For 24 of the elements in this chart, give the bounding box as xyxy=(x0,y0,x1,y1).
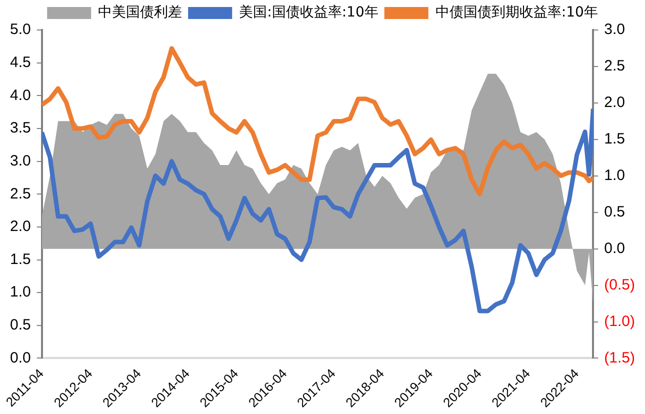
y2-tick-label: (1.5) xyxy=(604,349,636,366)
y2-tick-label: (1.0) xyxy=(604,312,636,330)
y2-tick-label: 0.0 xyxy=(604,240,626,257)
y2-tick-label: 2.5 xyxy=(604,58,626,75)
y2-tick-label: 0.5 xyxy=(604,203,626,220)
legend-label: 中债国债到期收益率:10年 xyxy=(435,4,598,21)
legend-label: 中美国债利差 xyxy=(98,4,182,21)
legend-label: 美国:国债收益率:10年 xyxy=(239,4,378,21)
y-tick-label: 2.0 xyxy=(10,218,31,236)
y2-tick-label: 1.0 xyxy=(604,167,626,184)
y-tick-label: 0.0 xyxy=(10,349,31,366)
y2-tick-label: (0.5) xyxy=(604,276,636,294)
y-tick-label: 1.0 xyxy=(10,284,31,301)
y-tick-label: 3.0 xyxy=(10,152,31,170)
y2-tick-label: 3.0 xyxy=(604,21,626,38)
y2-tick-label: 1.5 xyxy=(604,130,626,148)
y-tick-label: 3.5 xyxy=(10,120,31,137)
y-tick-label: 4.5 xyxy=(10,54,31,71)
y-tick-label: 0.5 xyxy=(10,316,31,334)
y-tick-label: 2.5 xyxy=(10,185,31,202)
y-tick-label: 4.0 xyxy=(10,86,31,104)
y-tick-label: 5.0 xyxy=(10,21,31,38)
y2-tick-label: 2.0 xyxy=(604,94,626,112)
y-tick-label: 1.5 xyxy=(10,250,31,268)
